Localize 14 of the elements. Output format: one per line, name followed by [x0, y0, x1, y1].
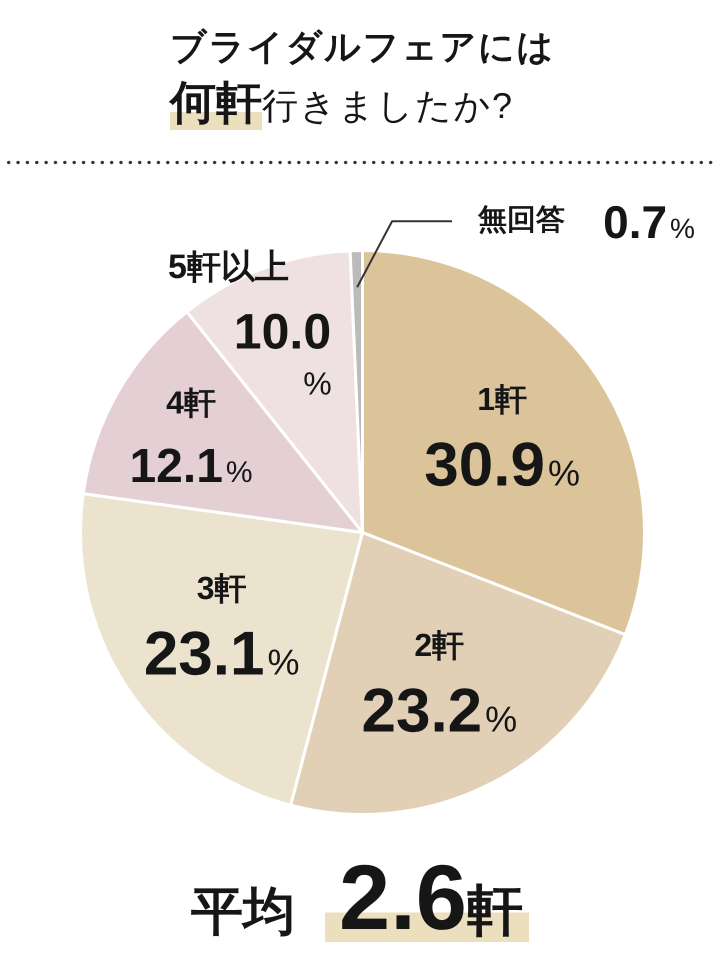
slice-label: 3軒	[196, 570, 247, 606]
data-label: 30.9%	[424, 430, 580, 500]
slice-label: 4軒	[166, 384, 216, 421]
data-label: 23.2%	[361, 676, 518, 746]
slice-label: 2軒	[414, 627, 464, 664]
slice-label: 無回答	[477, 204, 566, 236]
chart-title: ブライダルフェアには何軒行きましたか?	[170, 26, 555, 130]
text: 平均 2.6軒	[191, 847, 523, 949]
data-label: 0.7%	[603, 196, 695, 248]
slice-label: 1軒	[477, 380, 528, 417]
data-label: 12.1%	[129, 440, 253, 493]
data-label: 10.0%	[234, 304, 332, 402]
slice-label: 5軒以上	[168, 248, 289, 286]
data-label: 23.1%	[144, 620, 300, 689]
